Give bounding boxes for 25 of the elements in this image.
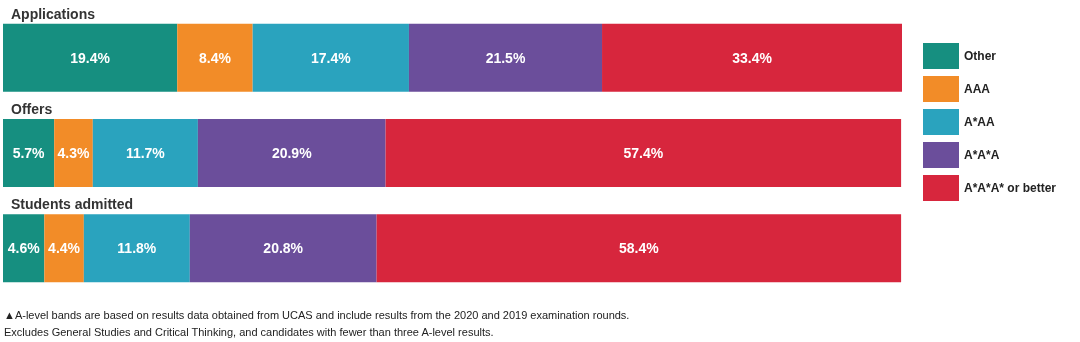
legend-label: AAA	[964, 82, 991, 96]
legend-label: Other	[964, 49, 997, 63]
data-label: 58.4%	[619, 240, 660, 257]
data-label: 8.4%	[198, 49, 232, 66]
text: Excludes General Studies and Critical Thinking, and candidates with fewer than three A-level results.	[4, 325, 494, 338]
y-tick-label: Students admitted	[11, 196, 134, 213]
data-label: 33.4%	[732, 49, 773, 66]
legend-label: A*AA	[964, 115, 995, 129]
data-label: 17.4%	[310, 49, 352, 66]
legend-label: A*A*A* or better	[964, 181, 1057, 195]
data-label: 4.4%	[48, 240, 81, 257]
data-label: 20.8%	[263, 240, 304, 257]
legend-label: A*A*A	[964, 148, 1000, 162]
y-tick-label: Offers	[11, 101, 53, 117]
data-label: 57.4%	[623, 145, 664, 161]
data-label: 5.7%	[12, 145, 46, 161]
data-label: 4.3%	[57, 145, 90, 161]
data-label: 21.5%	[485, 49, 526, 66]
y-tick-label: Applications	[11, 5, 96, 22]
data-label: 20.9%	[271, 145, 313, 161]
data-label: 11.7%	[125, 145, 166, 161]
text: ▲A-level bands are based on results data obtained from UCAS and include results from the 2020 and 2019 examination rounds.	[4, 308, 630, 321]
data-label: 11.8%	[117, 240, 157, 257]
data-label: 4.6%	[7, 240, 41, 257]
data-label: 19.4%	[70, 49, 111, 66]
